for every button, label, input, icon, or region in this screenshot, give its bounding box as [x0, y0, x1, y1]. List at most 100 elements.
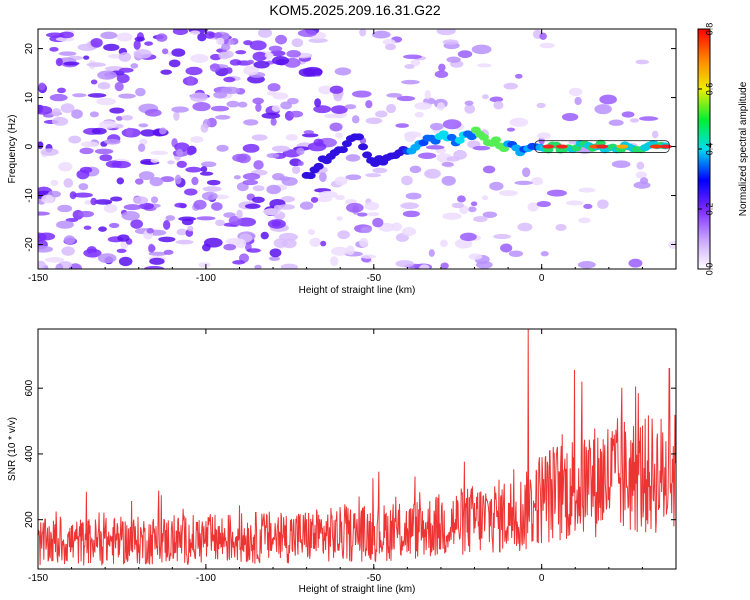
spectrogram-ridge-cell [362, 151, 373, 159]
spectrogram-cell [482, 211, 498, 218]
spectrogram-cell [187, 149, 194, 156]
spectrogram-cell [635, 171, 647, 179]
spectrogram-cell [441, 161, 454, 167]
spectrogram-cell [318, 85, 333, 95]
spectrogram-cell [396, 95, 416, 102]
spectrogram-cell [270, 117, 277, 126]
spectrogram-peak-cell [555, 144, 568, 149]
spectrogram-cell [565, 200, 584, 206]
spectrogram-cell [429, 122, 444, 131]
spectrogram-cell [117, 234, 130, 242]
spectrogram-cell [628, 258, 643, 268]
spectrogram-cell [138, 202, 154, 210]
spectrogram-cell [410, 59, 421, 67]
spectrogram-cell [41, 194, 55, 204]
snr-ytick-label: 200 [24, 511, 35, 528]
spectrogram-cell [94, 199, 113, 205]
spectrogram-cell [206, 179, 221, 186]
spectrogram-cell [329, 85, 344, 94]
spectrogram-cell [83, 55, 90, 60]
spectrogram-cell [116, 248, 127, 253]
spectrogram-cell [509, 117, 529, 127]
colorbar-tick-label: 0.0 [704, 263, 714, 276]
spectrogram-cell [297, 29, 317, 38]
spectrogram-cell [97, 253, 117, 264]
spectrogram-cell [309, 237, 321, 247]
spectrogram-cell [87, 93, 107, 98]
spectrogram-cell [320, 240, 327, 247]
spectrogram-cell [360, 226, 372, 233]
spectrogram-cell [38, 232, 47, 242]
spectrogram-cell [218, 51, 230, 60]
spectrogram-cell [175, 239, 194, 245]
spectrogram-cell [79, 166, 93, 174]
spectrogram-cell [163, 249, 174, 255]
colorbar-label: Normalized spectral amplitude [738, 81, 749, 216]
spectrogram-cell [611, 160, 631, 168]
spectrogram-cell [190, 53, 209, 63]
spectrogram-cell [104, 138, 121, 145]
spectrogram-cell [539, 42, 555, 49]
spectrogram-frame [37, 28, 677, 270]
spectrogram-cell [68, 263, 82, 269]
snr-ytick-label: 600 [24, 379, 35, 396]
spectrogram-cell [130, 219, 143, 229]
spectrogram-cell [203, 237, 223, 248]
spectrogram-cell [189, 30, 201, 36]
spectrogram-cell [210, 105, 229, 112]
spectrogram-cell [146, 227, 154, 234]
spectrogram-cell [176, 228, 188, 236]
spectrogram-cell [78, 183, 89, 191]
spectrogram-cell [386, 92, 403, 98]
spectrogram-cell [470, 201, 478, 207]
spectrogram-cell [56, 220, 74, 229]
snr-ylabel: SNR (10 * v/v) [7, 417, 18, 481]
spectrogram-cell [268, 256, 280, 261]
spectrogram-cell [150, 158, 159, 163]
spectrogram-cell [303, 130, 315, 135]
colorbar-tick-label: 0.6 [704, 83, 714, 96]
spectrogram-cell [272, 56, 290, 66]
spectrogram-cell [58, 31, 74, 39]
snr-xtick-label: 0 [539, 573, 545, 584]
spectrogram-cell [517, 222, 533, 232]
spectrogram-cell [114, 81, 124, 92]
spectrogram-cell [442, 39, 459, 45]
spectrogram-cell [472, 145, 491, 151]
spectrogram-cell [246, 248, 261, 253]
spectrogram-cell [419, 264, 430, 269]
spectrogram-cell [105, 160, 122, 168]
spectrogram-cell [160, 69, 172, 75]
spectrogram-cell [278, 232, 298, 242]
spectrogram-cell [481, 195, 489, 201]
spectrogram-cell [200, 123, 209, 133]
spectrogram-cell [272, 92, 289, 100]
spectrogram-cell [251, 196, 265, 203]
spectrogram-cell [63, 178, 74, 188]
spectrogram-cell [255, 103, 262, 112]
spectrogram-cell [60, 103, 75, 114]
spectrogram-peak-cell [649, 144, 662, 149]
spectrogram-cell [329, 122, 343, 132]
spectrogram-cell [375, 110, 388, 118]
spectrogram-cell [336, 216, 343, 221]
spectrogram-cell [204, 31, 216, 39]
spectrogram-cell [135, 87, 146, 97]
spectrogram-cell [395, 260, 414, 268]
spectrogram-cell [213, 91, 228, 99]
spectrogram-cell [360, 254, 377, 259]
spectrogram-cell [144, 266, 165, 269]
spectrogram-cell [109, 107, 125, 114]
spectrogram-cell [140, 129, 156, 137]
spectrogram-cell [561, 113, 579, 122]
spectrogram-xtick-label: -50 [367, 273, 382, 284]
spectrogram-cell [442, 119, 462, 130]
spectrogram-cell [457, 195, 466, 203]
spectrogram-cell [330, 256, 339, 267]
spectrogram-cell [57, 204, 73, 213]
spectrogram-ridge-cell [313, 162, 324, 170]
spectrogram-cell [90, 79, 98, 85]
spectrogram-cell [38, 82, 46, 91]
spectrogram-cell [583, 203, 593, 209]
